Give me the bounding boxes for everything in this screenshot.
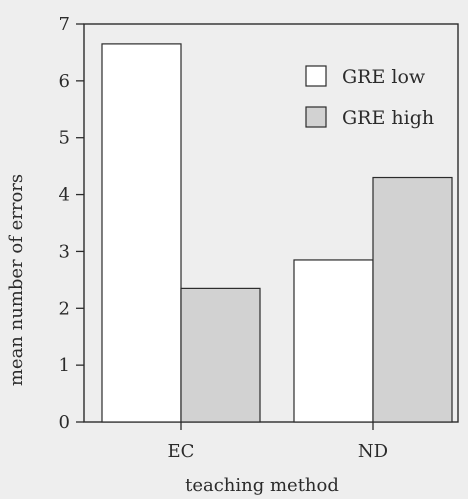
y-axis: 0 1 2 3 4 5 6 7 (59, 14, 84, 433)
y-tick-label: 5 (59, 128, 70, 149)
x-axis: EC ND (168, 422, 388, 462)
bar-nd-gre-high (372, 176, 453, 423)
x-axis-label: teaching method (185, 475, 339, 496)
y-tick-label: 1 (59, 355, 70, 376)
y-tick-label: 6 (59, 71, 70, 92)
bar-ec-gre-high (180, 287, 261, 423)
x-tick-label: ND (358, 441, 388, 462)
y-tick-label: 0 (59, 412, 70, 433)
y-tick-label: 4 (59, 185, 70, 206)
legend: GRE low GRE high (305, 65, 434, 129)
bar-nd-gre-low (293, 259, 374, 423)
legend-swatch (305, 65, 327, 87)
legend-label: GRE high (342, 107, 434, 129)
legend-label: GRE low (342, 66, 426, 88)
y-tick-label: 7 (59, 14, 70, 35)
y-axis-label: mean number of errors (6, 174, 27, 386)
bar-ec-gre-low (101, 43, 182, 423)
x-tick-label: EC (168, 441, 195, 462)
legend-swatch (305, 106, 327, 128)
bars (101, 43, 453, 423)
plot-frame (83, 23, 459, 423)
y-tick-label: 3 (59, 241, 70, 262)
y-tick-label: 2 (59, 298, 70, 319)
